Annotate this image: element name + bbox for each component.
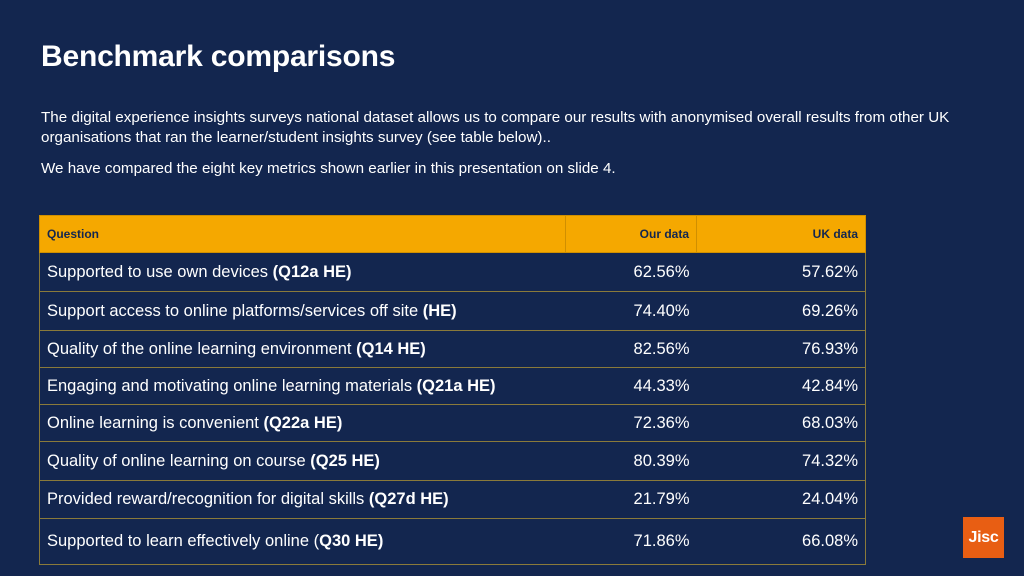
row-our-data: 71.86% [565, 518, 697, 565]
table-row: Online learning is convenient (Q22a HE) 7… [39, 404, 866, 442]
table-row: Support access to online platforms/servi… [39, 291, 866, 331]
intro-note: We have compared the eight key metrics s… [41, 160, 616, 177]
row-our-data: 21.79% [565, 480, 697, 519]
question-code: (Q27d HE) [368, 490, 449, 508]
table-row: Provided reward/recognition for digital … [39, 480, 866, 519]
row-our-data: 44.33% [565, 367, 697, 405]
benchmark-table: Question Our data UK data Supported to u… [39, 215, 866, 565]
row-our-data: 62.56% [565, 252, 697, 292]
row-question: Supported to use own devices (Q12a HE) [39, 252, 566, 292]
question-text: Quality of the online learning environme… [47, 339, 357, 358]
row-uk-data: 24.04% [696, 480, 866, 519]
question-code-prefix: ( [313, 532, 320, 550]
row-our-data: 74.40% [565, 291, 697, 331]
question-text: Support access to online platforms/servi… [47, 301, 423, 320]
question-text: Quality of online learning on course [47, 451, 311, 470]
question-code: (Q21a HE) [416, 376, 496, 395]
table-row: Quality of the online learning environme… [39, 330, 866, 368]
slide-title: Benchmark comparisons [41, 40, 396, 73]
table-row: Quality of online learning on course (Q2… [39, 441, 866, 481]
row-uk-data: 69.26% [696, 291, 866, 331]
intro-block: The digital experience insights surveys … [41, 108, 981, 179]
row-question: Quality of the online learning environme… [39, 330, 566, 368]
header-our-data: Our data [565, 215, 697, 253]
row-question: Online learning is convenient (Q22a HE) [39, 404, 566, 442]
header-question: Question [39, 215, 566, 253]
row-uk-data: 74.32% [696, 441, 866, 481]
row-question: Quality of online learning on course (Q2… [39, 441, 566, 481]
question-text: Provided reward/recognition for digital … [47, 490, 369, 508]
question-code: (Q25 HE) [310, 451, 380, 470]
table-row: Engaging and motivating online learning … [39, 367, 866, 405]
question-text: Supported to use own devices [47, 262, 273, 281]
question-code: (HE) [422, 301, 457, 320]
question-text: Online learning is convenient [47, 413, 264, 432]
header-uk-data: UK data [696, 215, 866, 253]
row-uk-data: 68.03% [696, 404, 866, 442]
question-code: (Q22a HE) [263, 413, 343, 432]
question-code: Q30 HE) [319, 532, 384, 550]
question-text: Engaging and motivating online learning … [47, 376, 417, 395]
row-question: Provided reward/recognition for digital … [39, 480, 566, 519]
question-text: Supported to learn effectively online [47, 532, 314, 550]
row-uk-data: 57.62% [696, 252, 866, 292]
row-uk-data: 42.84% [696, 367, 866, 405]
table-row: Supported to use own devices (Q12a HE) 62… [39, 252, 866, 292]
row-question: Support access to online platforms/servi… [39, 291, 566, 331]
intro-paragraph: The digital experience insights surveys … [41, 109, 950, 146]
row-uk-data: 76.93% [696, 330, 866, 368]
row-uk-data: 66.08% [696, 518, 866, 565]
question-code: (Q12a HE) [272, 262, 352, 281]
table-row: Supported to learn effectively online (Q… [39, 518, 866, 565]
row-question: Supported to learn effectively online (Q… [39, 518, 566, 565]
table-header-row: Question Our data UK data [39, 215, 866, 253]
row-our-data: 82.56% [565, 330, 697, 368]
row-question: Engaging and motivating online learning … [39, 367, 566, 405]
jisc-logo: Jisc [963, 517, 1004, 558]
question-code: (Q14 HE) [356, 339, 426, 358]
row-our-data: 72.36% [565, 404, 697, 442]
row-our-data: 80.39% [565, 441, 697, 481]
